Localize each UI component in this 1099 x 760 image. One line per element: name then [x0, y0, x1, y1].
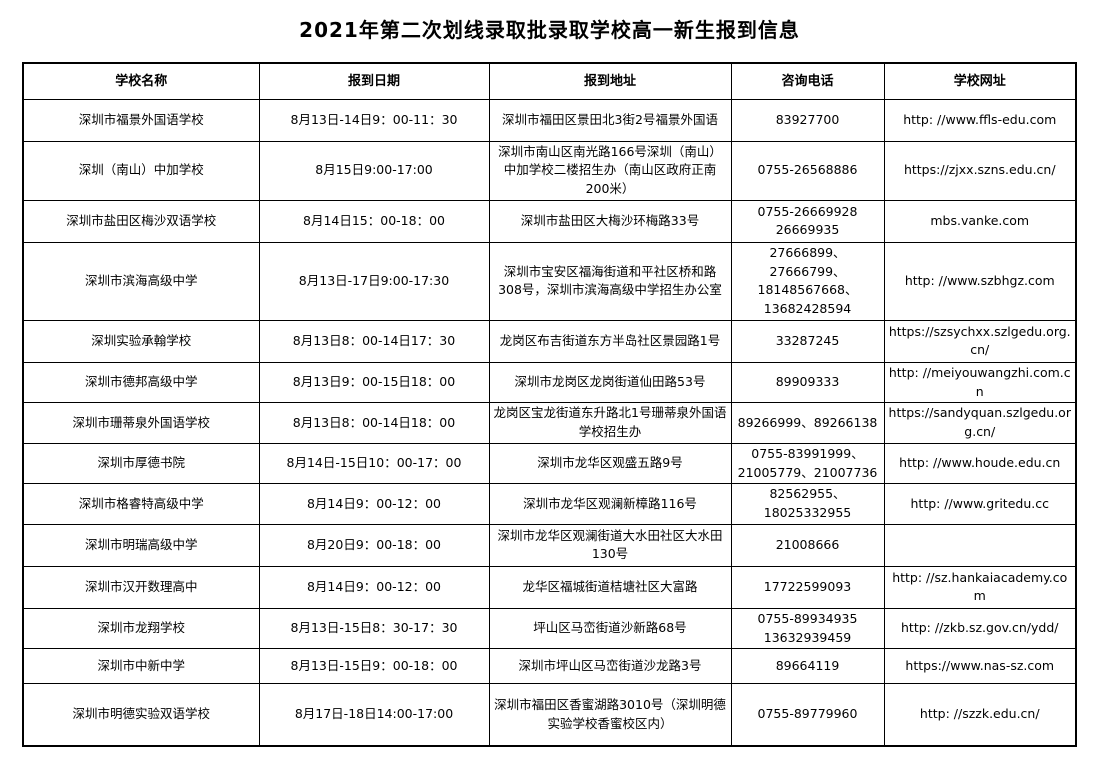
phone-cell: 83927700	[730, 98, 885, 142]
school-name-cell: 深圳市汉开数理高中	[22, 565, 260, 609]
report-date-cell: 8月14日9：00-12：00	[258, 483, 490, 525]
report-date-cell: 8月13日-14日9：00-11：30	[258, 98, 490, 142]
table-row: 深圳市汉开数理高中 8月14日9：00-12：00 龙华区福城街道桔塘社区大富路…	[22, 565, 1077, 609]
website-cell: http: //zkb.sz.gov.cn/ydd/	[883, 607, 1077, 650]
page-title: 2021年第二次划线录取批录取学校高一新生报到信息	[299, 18, 800, 42]
school-name-cell: 深圳实验承翰学校	[22, 319, 260, 363]
website-cell: http: //www.houde.edu.cn	[883, 442, 1077, 485]
table-row: 深圳市滨海高级中学 8月13日-17日9:00-17:30 深圳市宝安区福海街道…	[22, 241, 1077, 321]
school-name-cell: 深圳市德邦高级中学	[22, 361, 260, 404]
report-date-cell: 8月13日8：00-14日17：30	[258, 319, 490, 363]
phone-cell: 0755-26568886	[730, 140, 885, 201]
website-cell: https://szsychxx.szlgedu.org.cn/	[883, 319, 1077, 363]
website-cell: http: //www.gritedu.cc	[883, 483, 1077, 525]
phone-cell: 89266999、89266138	[730, 402, 885, 444]
website-cell: http: //www.ffls-edu.com	[883, 98, 1077, 142]
website-cell: https://zjxx.szns.edu.cn/	[883, 140, 1077, 201]
report-info-table: 学校名称 报到日期 报到地址 咨询电话 学校网址 深圳市福景外国语学校 8月13…	[22, 62, 1077, 747]
phone-cell: 21008666	[730, 523, 885, 567]
website-cell: mbs.vanke.com	[883, 199, 1077, 243]
report-address-cell: 深圳市龙岗区龙岗街道仙田路53号	[488, 361, 732, 404]
phone-cell: 89664119	[730, 648, 885, 685]
table-row: 深圳（南山）中加学校 8月15日9:00-17:00 深圳市南山区南光路166号…	[22, 140, 1077, 201]
phone-cell: 33287245	[730, 319, 885, 363]
school-name-cell: 深圳市厚德书院	[22, 442, 260, 485]
website-cell: https://sandyquan.szlgedu.org.cn/	[883, 402, 1077, 444]
report-address-cell: 深圳市龙华区观澜新樟路116号	[488, 483, 732, 525]
phone-cell: 89909333	[730, 361, 885, 404]
website-cell: https://www.nas-sz.com	[883, 648, 1077, 685]
report-address-cell: 龙华区福城街道桔塘社区大富路	[488, 565, 732, 609]
table-row: 深圳市格睿特高级中学 8月14日9：00-12：00 深圳市龙华区观澜新樟路11…	[22, 483, 1077, 525]
school-name-cell: 深圳（南山）中加学校	[22, 140, 260, 201]
table-row: 深圳市中新中学 8月13日-15日9：00-18：00 深圳市坪山区马峦街道沙龙…	[22, 648, 1077, 685]
phone-cell: 82562955、 18025332955	[730, 483, 885, 525]
report-address-cell: 深圳市福田区景田北3街2号福景外国语	[488, 98, 732, 142]
school-name-cell: 深圳市滨海高级中学	[22, 241, 260, 321]
school-name-cell: 深圳市明瑞高级中学	[22, 523, 260, 567]
table-row: 深圳市厚德书院 8月14日-15日10：00-17：00 深圳市龙华区观盛五路9…	[22, 442, 1077, 485]
table-row: 深圳市盐田区梅沙双语学校 8月14日15：00-18：00 深圳市盐田区大梅沙环…	[22, 199, 1077, 243]
table-row: 深圳市明瑞高级中学 8月20日9：00-18：00 深圳市龙华区观澜街道大水田社…	[22, 523, 1077, 567]
website-cell: http: //meiyouwangzhi.com.cn	[883, 361, 1077, 404]
report-date-cell: 8月13日-15日8：30-17：30	[258, 607, 490, 650]
report-date-cell: 8月14日9：00-12：00	[258, 565, 490, 609]
report-address-cell: 深圳市南山区南光路166号深圳（南山）中加学校二楼招生办（南山区政府正南200米…	[488, 140, 732, 201]
table-row: 深圳实验承翰学校 8月13日8：00-14日17：30 龙岗区布吉街道东方半岛社…	[22, 319, 1077, 363]
school-name-cell: 深圳市福景外国语学校	[22, 98, 260, 142]
report-date-cell: 8月13日8：00-14日18：00	[258, 402, 490, 444]
report-address-cell: 深圳市坪山区马峦街道沙龙路3号	[488, 648, 732, 685]
phone-cell: 0755-26669928 26669935	[730, 199, 885, 243]
table-row: 深圳市珊蒂泉外国语学校 8月13日8：00-14日18：00 龙岗区宝龙街道东升…	[22, 402, 1077, 444]
report-address-cell: 深圳市龙华区观盛五路9号	[488, 442, 732, 485]
phone-cell: 17722599093	[730, 565, 885, 609]
column-header-report-address: 报到地址	[488, 62, 732, 100]
report-date-cell: 8月14日-15日10：00-17：00	[258, 442, 490, 485]
website-cell	[883, 523, 1077, 567]
report-address-cell: 深圳市宝安区福海街道和平社区桥和路308号，深圳市滨海高级中学招生办公室	[488, 241, 732, 321]
report-date-cell: 8月15日9:00-17:00	[258, 140, 490, 201]
report-date-cell: 8月13日-15日9：00-18：00	[258, 648, 490, 685]
phone-cell: 27666899、27666799、 18148567668、 13682428…	[730, 241, 885, 321]
table-row: 深圳市福景外国语学校 8月13日-14日9：00-11：30 深圳市福田区景田北…	[22, 98, 1077, 142]
phone-cell: 0755-89934935 13632939459	[730, 607, 885, 650]
table-row: 深圳市德邦高级中学 8月13日9：00-15日18：00 深圳市龙岗区龙岗街道仙…	[22, 361, 1077, 404]
school-name-cell: 深圳市中新中学	[22, 648, 260, 685]
report-address-cell: 深圳市龙华区观澜街道大水田社区大水田130号	[488, 523, 732, 567]
column-header-phone: 咨询电话	[730, 62, 885, 100]
school-name-cell: 深圳市龙翔学校	[22, 607, 260, 650]
table-row: 深圳市明德实验双语学校 8月17日-18日14:00-17:00 深圳市福田区香…	[22, 683, 1077, 747]
report-address-cell: 坪山区马峦街道沙新路68号	[488, 607, 732, 650]
website-cell: http: //szzk.edu.cn/	[883, 683, 1077, 747]
table-header-row: 学校名称 报到日期 报到地址 咨询电话 学校网址	[22, 62, 1077, 100]
school-name-cell: 深圳市盐田区梅沙双语学校	[22, 199, 260, 243]
phone-cell: 0755-83991999、 21005779、21007736	[730, 442, 885, 485]
report-date-cell: 8月13日-17日9:00-17:30	[258, 241, 490, 321]
report-address-cell: 龙岗区布吉街道东方半岛社区景园路1号	[488, 319, 732, 363]
school-name-cell: 深圳市格睿特高级中学	[22, 483, 260, 525]
report-address-cell: 深圳市福田区香蜜湖路3010号（深圳明德实验学校香蜜校区内）	[488, 683, 732, 747]
website-cell: http: //www.szbhgz.com	[883, 241, 1077, 321]
report-date-cell: 8月13日9：00-15日18：00	[258, 361, 490, 404]
report-date-cell: 8月20日9：00-18：00	[258, 523, 490, 567]
report-date-cell: 8月14日15：00-18：00	[258, 199, 490, 243]
school-name-cell: 深圳市明德实验双语学校	[22, 683, 260, 747]
report-address-cell: 龙岗区宝龙街道东升路北1号珊蒂泉外国语学校招生办	[488, 402, 732, 444]
school-name-cell: 深圳市珊蒂泉外国语学校	[22, 402, 260, 444]
website-cell: http: //sz.hankaiacademy.com	[883, 565, 1077, 609]
report-address-cell: 深圳市盐田区大梅沙环梅路33号	[488, 199, 732, 243]
column-header-school-name: 学校名称	[22, 62, 260, 100]
report-date-cell: 8月17日-18日14:00-17:00	[258, 683, 490, 747]
column-header-website: 学校网址	[883, 62, 1077, 100]
table-row: 深圳市龙翔学校 8月13日-15日8：30-17：30 坪山区马峦街道沙新路68…	[22, 607, 1077, 650]
phone-cell: 0755-89779960	[730, 683, 885, 747]
column-header-report-date: 报到日期	[258, 62, 490, 100]
